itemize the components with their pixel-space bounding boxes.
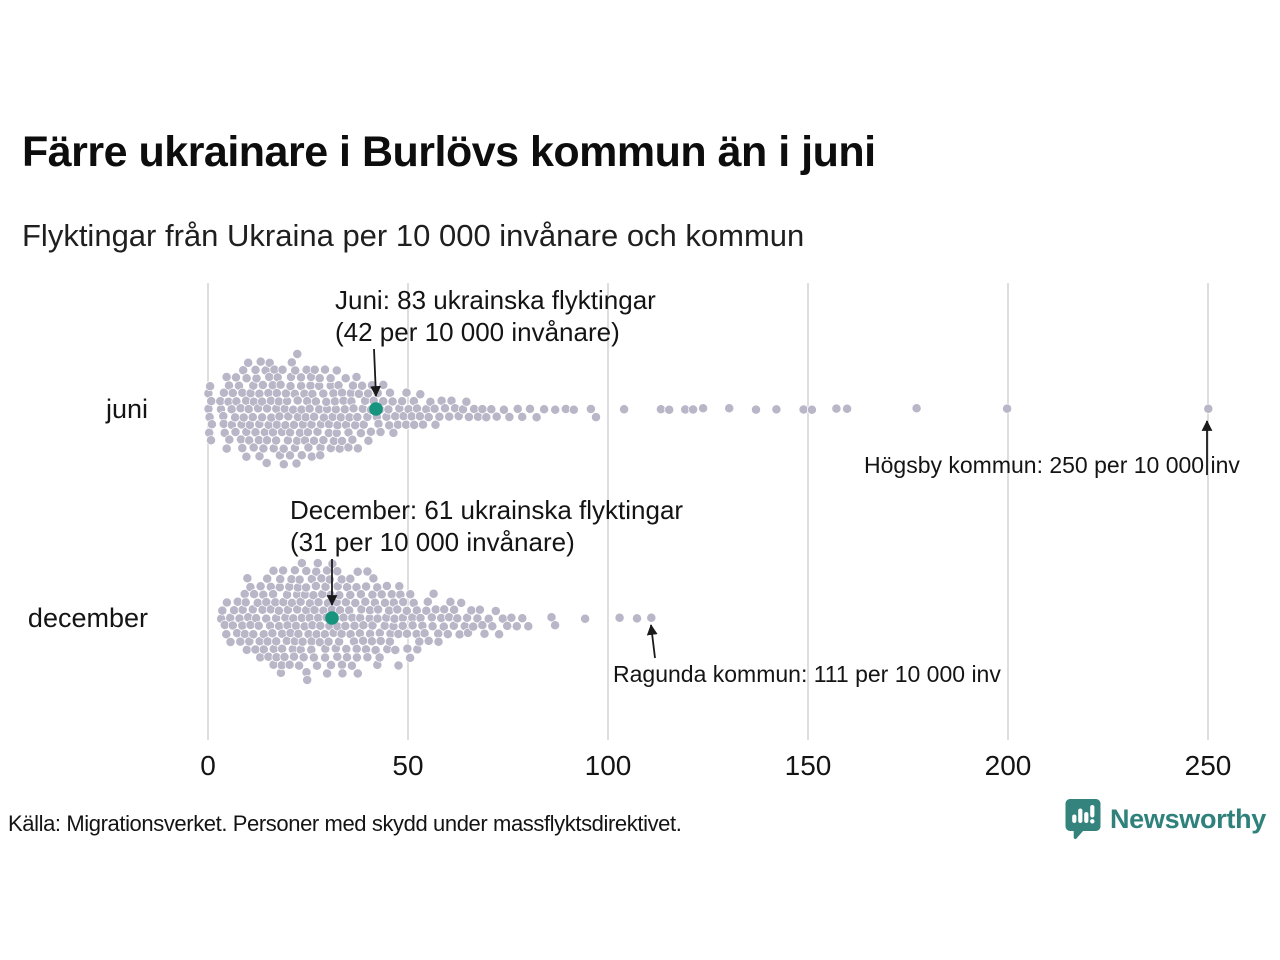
gridlines bbox=[207, 283, 1209, 740]
juni-swarm bbox=[203, 349, 1214, 470]
brand-name: Newsworthy bbox=[1109, 803, 1266, 834]
bar-chart-speech-bubble-icon bbox=[1065, 799, 1101, 840]
brand-logo: Newsworthy bbox=[1065, 798, 1266, 840]
annotation-december-highlight: December: 61 ukrainska flyktingar (31 pe… bbox=[290, 494, 683, 558]
annotation-juni-highlight: Juni: 83 ukrainska flyktingar (42 per 10… bbox=[335, 284, 656, 348]
row-label-december: december bbox=[27, 603, 148, 633]
annotation-december-line1: December: 61 ukrainska flyktingar bbox=[290, 495, 684, 525]
annotation-arrows bbox=[326, 348, 1213, 659]
x-tick-250: 250 bbox=[1184, 750, 1232, 781]
x-tick-0: 0 bbox=[200, 750, 216, 781]
x-tick-100: 100 bbox=[584, 750, 632, 781]
juni-highlight-dot bbox=[369, 402, 383, 416]
x-tick-200: 200 bbox=[984, 750, 1032, 781]
december-swarm bbox=[216, 558, 657, 685]
annotation-hogsby: Högsby kommun: 250 per 10 000 inv bbox=[864, 452, 1240, 478]
annotation-ragunda: Ragunda kommun: 111 per 10 000 inv bbox=[613, 661, 1001, 687]
x-tick-150: 150 bbox=[784, 750, 832, 781]
x-tick-50: 50 bbox=[392, 750, 424, 781]
annotation-juni-line1: Juni: 83 ukrainska flyktingar bbox=[335, 285, 656, 315]
beeswarm-chart bbox=[203, 283, 1214, 740]
chart-subtitle: Flyktingar från Ukraina per 10 000 invån… bbox=[22, 218, 805, 253]
row-label-juni: juni bbox=[105, 394, 148, 424]
annotation-december-line2: (31 per 10 000 invånare) bbox=[290, 527, 575, 557]
source-note: Källa: Migrationsverket. Personer med sk… bbox=[8, 811, 682, 836]
page-title: Färre ukrainare i Burlövs kommun än i ju… bbox=[22, 128, 876, 176]
december-highlight-dot bbox=[325, 611, 339, 625]
annotation-juni-line2: (42 per 10 000 invånare) bbox=[335, 317, 620, 347]
